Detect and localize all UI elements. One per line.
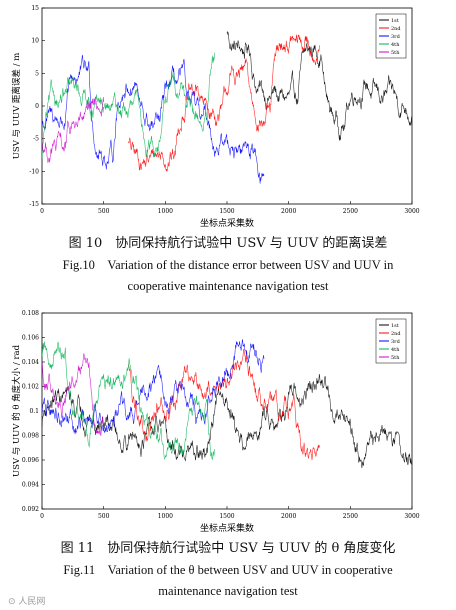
- legend-entry-4th: 4th: [391, 347, 400, 353]
- fig10-caption-en-line2: cooperative maintenance navigation test: [127, 279, 329, 293]
- legend-entry-2nd: 2nd: [391, 26, 401, 32]
- x-tick-label: 3000: [404, 513, 419, 520]
- fig11-caption-en-line1: Fig.11 Variation of the θ between USV an…: [63, 563, 393, 577]
- y-tick-label: -5: [33, 136, 39, 143]
- x-tick-label: 500: [98, 513, 110, 520]
- plot-frame: [41, 7, 413, 205]
- y-axis-label: USV 与 UUV 的 θ 角度大小 / rad: [11, 344, 22, 477]
- series-line-5th: [42, 353, 104, 436]
- y-tick-label: 0.108: [22, 310, 39, 317]
- y-tick-label: 0: [35, 103, 39, 110]
- legend-entry-2nd: 2nd: [391, 331, 401, 337]
- series-line-1st: [42, 373, 412, 469]
- y-tick-label: 0.092: [22, 506, 39, 513]
- series-line-4th: [42, 341, 215, 460]
- y-tick-label: 10: [31, 38, 39, 45]
- legend-entry-1st: 1st: [391, 323, 399, 329]
- y-axis-label: USV 与 UUV 距离误差 / m: [11, 53, 22, 160]
- series-line-5th: [42, 96, 104, 164]
- x-axis-label: 坐标点采集数: [200, 522, 254, 534]
- fig11-caption-en-line2: maintenance navigation test: [158, 584, 298, 598]
- series-line-2nd: [128, 348, 320, 461]
- y-tick-label: -10: [29, 168, 39, 175]
- x-tick-label: 3000: [404, 208, 419, 215]
- fig10-caption-zh: 图 10 协同保持航行试验中 USV 与 UUV 的距离误差: [68, 236, 388, 251]
- theta-angle-chart: 0 500 1000 1500 2000 2500 3000 0.092 0.094 0.096 0…: [11, 310, 420, 534]
- x-tick-label: 2000: [281, 208, 296, 215]
- legend-entry-5th: 5th: [391, 355, 400, 361]
- y-tick-label: 0.094: [22, 482, 39, 489]
- series-line-1st: [226, 31, 412, 141]
- y-tick-label: 15: [31, 5, 39, 12]
- y-tick-label: 0.102: [22, 384, 39, 391]
- x-tick-label: 2000: [281, 513, 296, 520]
- x-tick-label: 2500: [343, 513, 358, 520]
- y-tick-label: -15: [29, 201, 39, 208]
- distance-error-chart: 0 500 1000 1500 2000 2500 3000 -15 -10 -5 0 5 10 15 坐标…: [11, 5, 420, 229]
- fig11-caption-zh: 图 11 协同保持航行试验中 USV 与 UUV 的 θ 角度变化: [60, 541, 396, 556]
- figure-11: 0 500 1000 1500 2000 2500 3000 0.092 0.094 0.096 0…: [0, 305, 456, 537]
- plot-frame: [41, 312, 413, 510]
- legend-entry-1st: 1st: [391, 18, 399, 24]
- x-tick-label: 500: [98, 208, 110, 215]
- legend-entry-3rd: 3rd: [391, 339, 401, 345]
- x-axis-label: 坐标点采集数: [200, 217, 254, 229]
- figure-10: 0 500 1000 1500 2000 2500 3000 -15 -10 -5 0 5 10 15 坐标…: [0, 0, 456, 232]
- x-tick-label: 1500: [219, 513, 234, 520]
- series-line-4th: [42, 52, 215, 159]
- y-tick-label: 0.1: [29, 408, 39, 415]
- y-tick-label: 0.106: [22, 335, 39, 342]
- y-tick-label: 5: [35, 70, 39, 77]
- x-tick-label: 1000: [158, 208, 173, 215]
- x-tick-label: 1000: [158, 513, 173, 520]
- y-tick-label: 0.104: [22, 359, 39, 366]
- series-line-2nd: [128, 34, 320, 172]
- y-tick-label: 0.096: [22, 457, 39, 464]
- x-tick-label: 0: [40, 208, 44, 215]
- x-tick-label: 2500: [343, 208, 358, 215]
- series-line-3rd: [42, 54, 265, 184]
- fig10-caption-en-line1: Fig.10 Variation of the distance error b…: [62, 258, 394, 272]
- y-tick-label: 0.098: [22, 433, 39, 440]
- x-tick-label: 1500: [219, 208, 234, 215]
- legend-entry-5th: 5th: [391, 50, 400, 56]
- x-tick-label: 0: [40, 513, 44, 520]
- watermark: ⊙ 人民网: [8, 597, 46, 607]
- legend-entry-3rd: 3rd: [391, 34, 401, 40]
- legend-entry-4th: 4th: [391, 42, 400, 48]
